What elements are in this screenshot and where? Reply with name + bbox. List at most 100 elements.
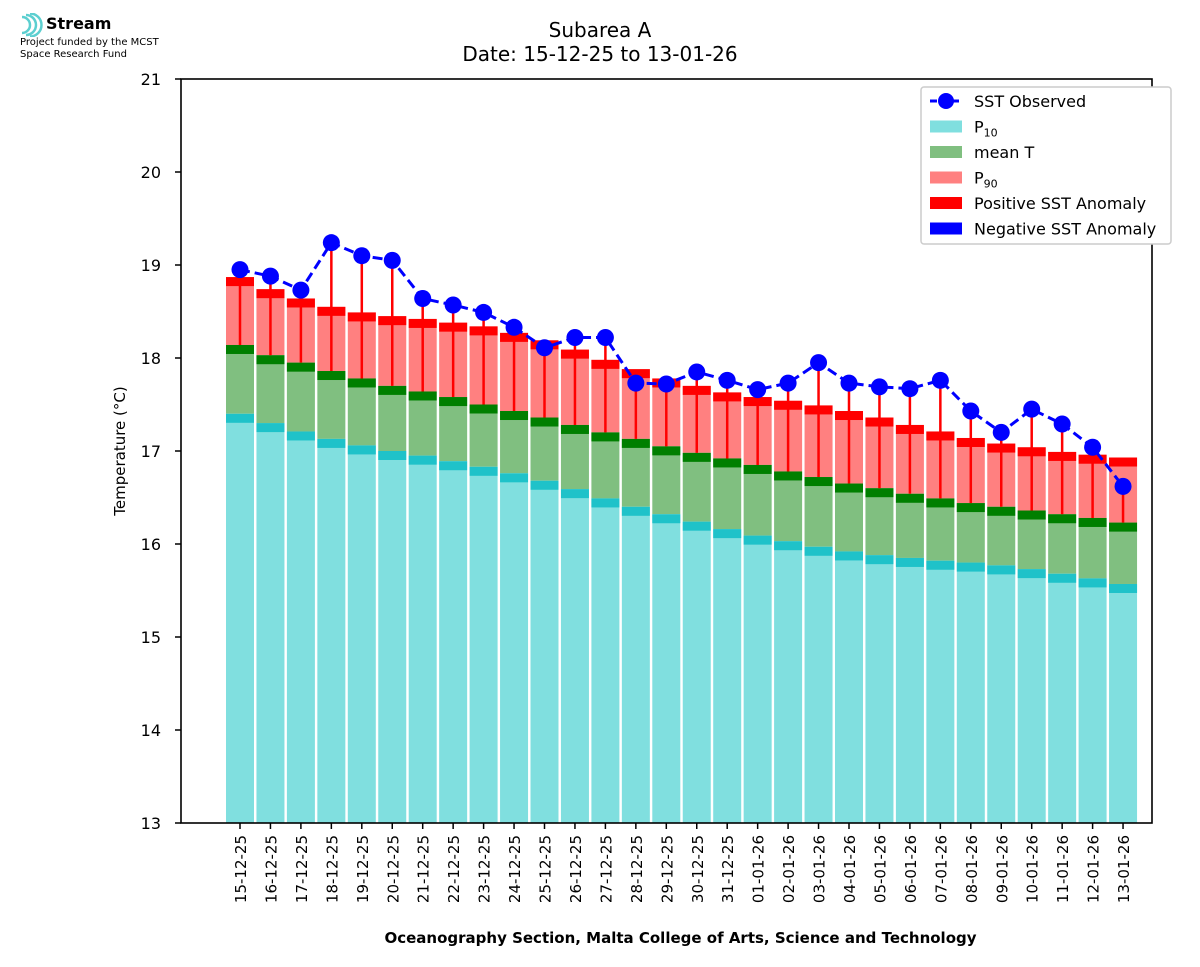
sst-observed-point <box>322 234 340 252</box>
mean-bar <box>378 385 407 451</box>
p10-bar <box>347 445 376 823</box>
mean-edge <box>469 404 498 414</box>
p10-edge <box>652 514 681 524</box>
mean-bar <box>560 424 589 490</box>
p10-edge <box>226 413 254 423</box>
sst-observed-point <box>840 374 858 392</box>
mean-bar <box>621 438 650 507</box>
sst-observed-point <box>810 354 828 372</box>
p10-edge <box>987 565 1016 575</box>
x-tick-label: 15-12-25 <box>232 835 250 903</box>
p10-bar <box>1017 569 1046 823</box>
chart-subtitle: Date: 15-12-25 to 13-01-26 <box>462 42 738 66</box>
mean-edge <box>347 378 376 388</box>
sst-observed-point <box>1114 477 1132 495</box>
mean-bar <box>743 464 772 536</box>
y-tick-label: 18 <box>141 349 161 368</box>
mean-edge <box>1078 517 1107 527</box>
mean-bar <box>1109 522 1138 584</box>
stream-wave-icon <box>21 13 43 37</box>
bar-group <box>439 322 468 823</box>
sst-observed-point <box>475 303 493 321</box>
brand-block: Stream Project funded by the MCST Space … <box>20 12 240 64</box>
sst-observed-point <box>992 423 1010 441</box>
p10-bar <box>926 560 955 823</box>
y-tick-label: 13 <box>141 814 161 833</box>
bar-group <box>347 312 376 823</box>
x-tick-label: 21-12-25 <box>415 835 433 903</box>
bar-group <box>1109 457 1138 823</box>
mean-bar <box>956 503 985 563</box>
sst-observed-point <box>749 381 767 399</box>
p10-edge <box>530 480 559 490</box>
mean-bar <box>500 411 529 474</box>
mean-edge <box>835 483 863 493</box>
legend-marker-swatch <box>938 93 954 109</box>
x-tick-label: 24-12-25 <box>506 835 524 903</box>
mean-edge <box>439 397 468 407</box>
p10-edge <box>835 551 863 561</box>
p10-edge <box>347 445 376 455</box>
mean-bar <box>895 493 924 558</box>
mean-bar <box>530 417 559 481</box>
p10-bar <box>591 498 620 823</box>
x-tick-label: 03-01-26 <box>811 835 829 903</box>
x-tick-label: 01-01-26 <box>750 835 768 903</box>
mean-bar <box>1048 514 1077 574</box>
p10-edge <box>591 498 620 508</box>
mean-bar <box>713 458 742 530</box>
p10-bar <box>1048 573 1077 823</box>
mean-bar <box>347 378 376 446</box>
legend-item: mean T <box>930 143 1034 162</box>
p10-edge <box>774 541 803 551</box>
x-axis-label: Oceanography Section, Malta College of A… <box>384 929 976 947</box>
legend-label-subscript: 90 <box>984 178 998 191</box>
mean-edge <box>408 391 437 401</box>
mean-edge <box>926 498 955 508</box>
mean-edge <box>652 446 681 456</box>
sst-observed-point <box>688 363 706 381</box>
x-tick-label: 29-12-25 <box>658 835 676 903</box>
bar-group <box>1017 447 1046 823</box>
y-axis-label: Temperature (°C) <box>111 386 129 516</box>
mean-bar <box>652 446 681 515</box>
p10-bar <box>408 455 437 823</box>
p10-bar <box>1109 583 1138 823</box>
p10-edge <box>317 438 346 448</box>
x-tick-label: 07-01-26 <box>932 835 950 903</box>
y-tick-label: 14 <box>141 721 161 740</box>
legend-patch-swatch <box>930 197 962 209</box>
mean-bar <box>439 397 468 462</box>
p10-bar <box>895 557 924 823</box>
x-tick-label: 08-01-26 <box>963 835 981 903</box>
sst-observed-point <box>566 329 584 347</box>
bar-group <box>408 318 437 823</box>
mean-bar <box>591 432 620 499</box>
legend-patch-swatch <box>930 146 962 158</box>
mean-bar <box>865 488 894 556</box>
p10-edge <box>926 560 955 570</box>
y-tick-label: 15 <box>141 628 161 647</box>
legend-item: SST Observed <box>930 92 1086 111</box>
sst-observed-point <box>596 329 614 347</box>
chart-title: Subarea A <box>548 18 652 42</box>
legend-box <box>920 86 1172 245</box>
sst-observed-point <box>231 261 249 279</box>
mean-edge <box>743 464 772 474</box>
legend-label: mean T <box>974 143 1034 162</box>
mean-bar <box>682 452 711 522</box>
p10-bar <box>1078 578 1107 823</box>
bar-group <box>956 437 985 823</box>
sst-observed-point <box>383 251 401 269</box>
p10-edge <box>439 461 468 471</box>
bar-group <box>256 289 285 823</box>
legend-label: Positive SST Anomaly <box>974 194 1146 213</box>
y-tick-label: 17 <box>141 442 161 461</box>
y-tick-label: 21 <box>141 70 161 89</box>
bar-group <box>469 326 498 823</box>
mean-bar <box>926 498 955 561</box>
x-tick-label: 19-12-25 <box>354 835 372 903</box>
mean-edge <box>500 411 529 421</box>
